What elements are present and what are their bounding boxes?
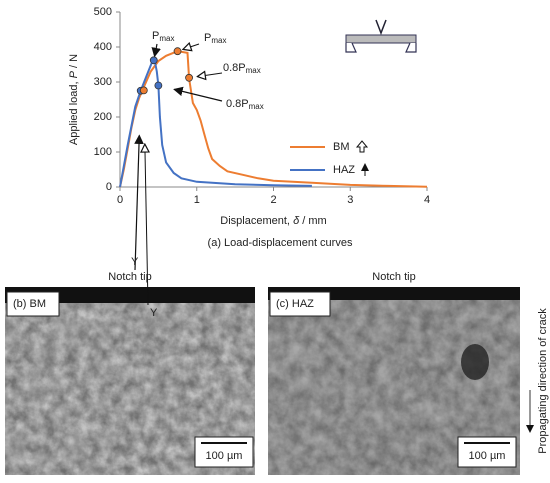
x-tick-label: 1 — [194, 194, 200, 206]
x-axis-label: Displacement, δ / mm — [220, 215, 326, 227]
image-header: Notch tip — [372, 271, 415, 283]
annotation-text: 0.8P — [223, 62, 246, 74]
image-label: (c) HAZ — [276, 298, 314, 310]
annotation-arrow — [151, 43, 161, 58]
annotation-sub: max — [249, 102, 264, 111]
legend-label: BM — [333, 141, 350, 153]
x-axis-label-part: / mm — [299, 215, 327, 227]
annotation-arrow — [145, 144, 148, 306]
annotation-label: 0.8Pmax — [226, 98, 264, 111]
x-tick-label: 4 — [424, 194, 430, 206]
y-axis-label: Applied load, P / N — [68, 54, 80, 145]
sem-image-b — [5, 287, 255, 475]
y-tick-label: 100 — [94, 146, 112, 158]
x-tick-label: 2 — [270, 194, 276, 206]
x-tick-label: 0 — [117, 194, 123, 206]
annotation-label: Y — [150, 307, 158, 319]
annotation-arrow — [197, 73, 223, 77]
annotation-text: P — [204, 32, 211, 44]
image-header: Notch tip — [108, 271, 151, 283]
annotation-label: 0.8Pmax — [223, 62, 261, 75]
y-tick-label: 0 — [106, 181, 112, 193]
y-tick-label: 200 — [94, 111, 112, 123]
annotation-point — [185, 73, 193, 82]
y-axis-label-part: P — [68, 70, 80, 78]
specimen-schematic — [345, 19, 417, 53]
annotation-point — [173, 47, 182, 56]
annotation-point — [149, 56, 158, 65]
y-axis-label-part: Applied load, — [68, 78, 80, 145]
annotation-text: P — [152, 30, 159, 42]
annotation-text: Y — [150, 307, 158, 319]
label-box — [269, 291, 331, 317]
annotation-sub: max — [211, 36, 226, 45]
annotation-point — [139, 86, 148, 95]
y-tick-label: 300 — [94, 76, 112, 88]
y-tick-label: 500 — [94, 6, 112, 18]
annotation-sub: max — [159, 34, 174, 43]
scale-label: 100 µm — [469, 450, 506, 462]
series-line — [119, 57, 312, 188]
annotation-arrow — [183, 44, 200, 49]
x-axis-label-part: δ — [293, 215, 300, 227]
annotation-arrow — [173, 86, 223, 102]
y-axis-label-part: / N — [68, 54, 80, 71]
series-line — [119, 50, 428, 188]
caption: (a) Load-displacement curves — [208, 237, 353, 249]
annotation-point — [154, 81, 163, 90]
annotation-text: Y — [131, 256, 139, 268]
x-axis-label-part: Displacement, — [220, 215, 293, 227]
annotation-text: 0.8P — [226, 98, 249, 110]
annotation-label: Pmax — [204, 32, 226, 45]
scale-label: 100 µm — [206, 450, 243, 462]
image-label: (b) BM — [13, 298, 46, 310]
y-tick-label: 400 — [94, 41, 112, 53]
annotation-sub: max — [246, 66, 261, 75]
label-box — [6, 291, 60, 317]
direction-label: Propagating direction of crack — [537, 308, 549, 454]
legend-label: HAZ — [333, 164, 355, 176]
x-tick-label: 3 — [347, 194, 353, 206]
annotation-arrow — [134, 134, 144, 271]
legend-arrow — [355, 140, 369, 153]
annotation-label: Pmax — [152, 30, 174, 43]
annotation-label: Y — [131, 256, 139, 268]
